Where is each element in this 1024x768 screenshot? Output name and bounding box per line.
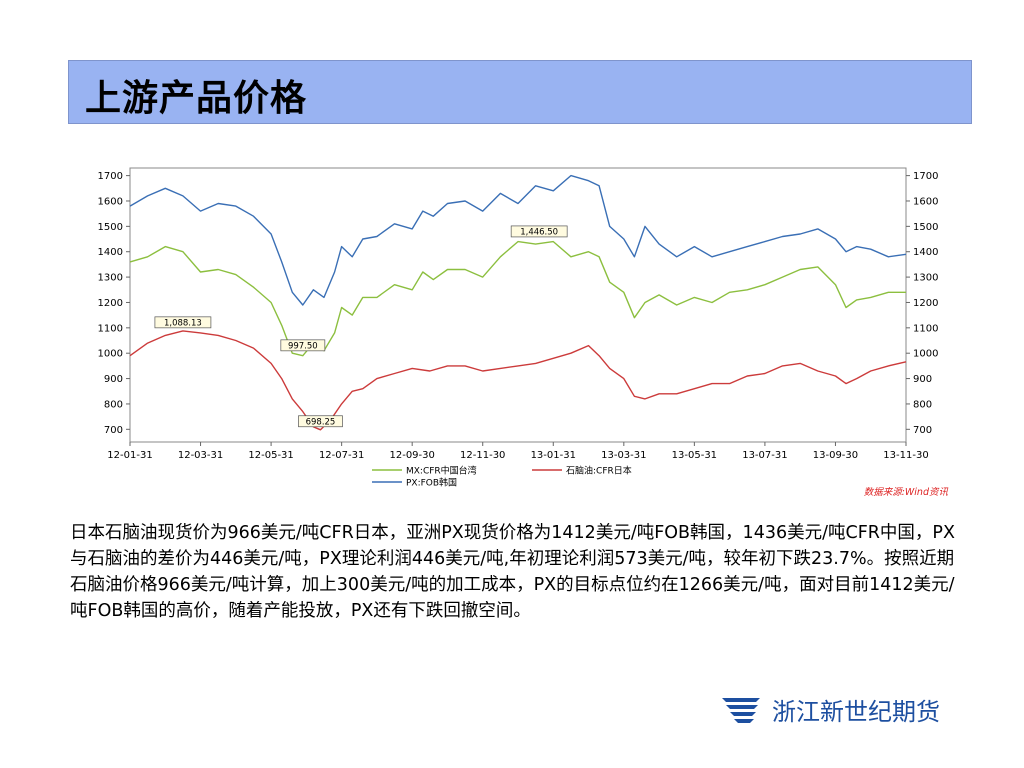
slide-title: 上游产品价格 [85,77,308,119]
series-line [129,330,907,431]
y-tick-label-right: 1600 [913,196,938,207]
annotation-box [154,316,212,329]
y-tick-label-right: 1100 [913,323,938,334]
annotation-label: 698.25 [306,417,336,427]
y-tick-label-left: 1600 [98,196,123,207]
x-tick-label: 12-07-31 [319,450,364,461]
y-tick-label-right: 700 [913,425,932,436]
y-tick-label-left: 1000 [98,349,123,360]
x-tick-label: 12-01-31 [107,450,152,461]
annotation-label: 997.50 [288,341,318,351]
annotation-label: 1,446.50 [520,227,558,237]
x-tick-label: 13-11-30 [883,450,928,461]
y-tick-label-left: 1100 [98,323,123,334]
x-tick-label: 13-05-31 [672,450,717,461]
annotation-box [280,339,326,352]
annotation-box [298,415,343,428]
annotation-box [510,225,568,238]
y-tick-label-right: 1000 [913,349,938,360]
annotation-label: 1,088.13 [164,318,202,328]
y-tick-label-right: 1400 [913,247,938,258]
y-tick-label-right: 1300 [913,273,938,284]
analysis-paragraph: 日本石脑油现货价为966美元/吨CFR日本，亚洲PX现货价格为1412美元/吨F… [70,523,955,621]
y-tick-label-left: 1500 [98,222,123,233]
y-tick-label-right: 800 [913,399,932,410]
legend-label: MX:CFR中国台湾 [406,465,477,477]
legend-label: 石脑油:CFR日本 [566,465,632,477]
y-tick-label-left: 700 [104,425,123,436]
y-tick-label-left: 800 [104,399,123,410]
y-tick-label-right: 1200 [913,298,938,309]
x-tick-label: 12-09-30 [389,450,434,461]
x-tick-label: 13-01-31 [531,450,576,461]
x-tick-label: 12-03-31 [178,450,223,461]
y-tick-label-left: 900 [104,374,123,385]
x-tick-label: 12-05-31 [248,450,293,461]
x-tick-label: 13-07-31 [742,450,787,461]
legend-label: PX:FOB韩国 [406,477,457,489]
company-logo-icon [722,698,760,723]
y-tick-label-right: 900 [913,374,932,385]
x-tick-label: 13-09-30 [813,450,858,461]
title-bar: 上游产品价格 [68,60,972,124]
y-tick-label-right: 1500 [913,222,938,233]
plot-frame [129,167,907,443]
x-tick-label: 13-03-31 [601,450,646,461]
series-line [129,174,907,306]
y-tick-label-left: 1400 [98,247,123,258]
y-tick-label-right: 1700 [913,171,938,182]
price-line-chart: 700 700 800 800 900 900 1000 1000 1100 1100 1200 12… [98,167,949,498]
y-tick-label-left: 1700 [98,171,123,182]
company-logo: 浙江新世纪期货 [722,690,982,730]
y-tick-label-left: 1300 [98,273,123,284]
company-name: 浙江新世纪期货 [772,698,940,726]
series-line [129,240,906,357]
x-tick-label: 12-11-30 [460,450,505,461]
source-note: 数据来源:Wind资讯 [864,487,949,498]
y-tick-label-left: 1200 [98,298,123,309]
